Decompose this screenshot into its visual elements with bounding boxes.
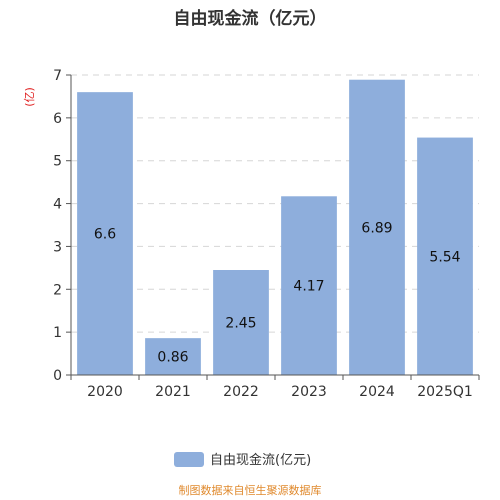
- x-tick-label-2021: 2021: [155, 384, 191, 400]
- data-label-2021: 0.86: [157, 350, 188, 366]
- legend: 自由现金流(亿元): [174, 452, 311, 468]
- source-note: 制图数据来自恒生聚源数据库: [179, 483, 322, 497]
- data-label-2024: 6.89: [361, 220, 392, 236]
- x-tick-label-2022: 2022: [223, 384, 259, 400]
- y-tick-label-0: 0: [53, 368, 62, 384]
- bar-2021: [145, 338, 201, 375]
- data-label-2022: 2.45: [225, 316, 256, 332]
- legend-swatch: [174, 452, 204, 467]
- y-tick-label-7: 7: [53, 68, 62, 84]
- chart-title: 自由现金流（亿元）: [174, 8, 327, 29]
- y-axis-unit-label: (亿): [23, 87, 36, 107]
- bar-2020: [77, 92, 133, 376]
- bar-2024: [349, 79, 405, 375]
- bar-2025Q1: [417, 137, 473, 375]
- y-tick-label-4: 4: [53, 197, 62, 213]
- x-tick-label-2025Q1: 2025Q1: [417, 384, 473, 400]
- data-label-2023: 4.17: [293, 279, 324, 295]
- y-tick-label-2: 2: [53, 282, 62, 298]
- bars-group: 6.6 0.86 2.45 4.17 6.89 5.54: [77, 79, 473, 376]
- x-tick-label-2024: 2024: [359, 384, 395, 400]
- data-label-2020: 6.6: [94, 227, 116, 243]
- x-tick-label-2020: 2020: [87, 384, 123, 400]
- x-tick-label-2023: 2023: [291, 384, 327, 400]
- axes-group: 0 1 2 3 4 5 6 7 2020 2021 2022 2023 2024 2025Q1: [53, 68, 480, 400]
- bar-2022: [213, 270, 269, 375]
- y-tick-label-3: 3: [53, 239, 62, 255]
- data-label-2025Q1: 5.54: [429, 249, 460, 265]
- y-tick-label-1: 1: [53, 325, 62, 341]
- legend-label: 自由现金流(亿元): [210, 452, 311, 468]
- y-tick-label-5: 5: [53, 154, 62, 170]
- grid-lines: [71, 74, 479, 333]
- bar-2023: [281, 196, 337, 375]
- y-tick-label-6: 6: [53, 111, 62, 127]
